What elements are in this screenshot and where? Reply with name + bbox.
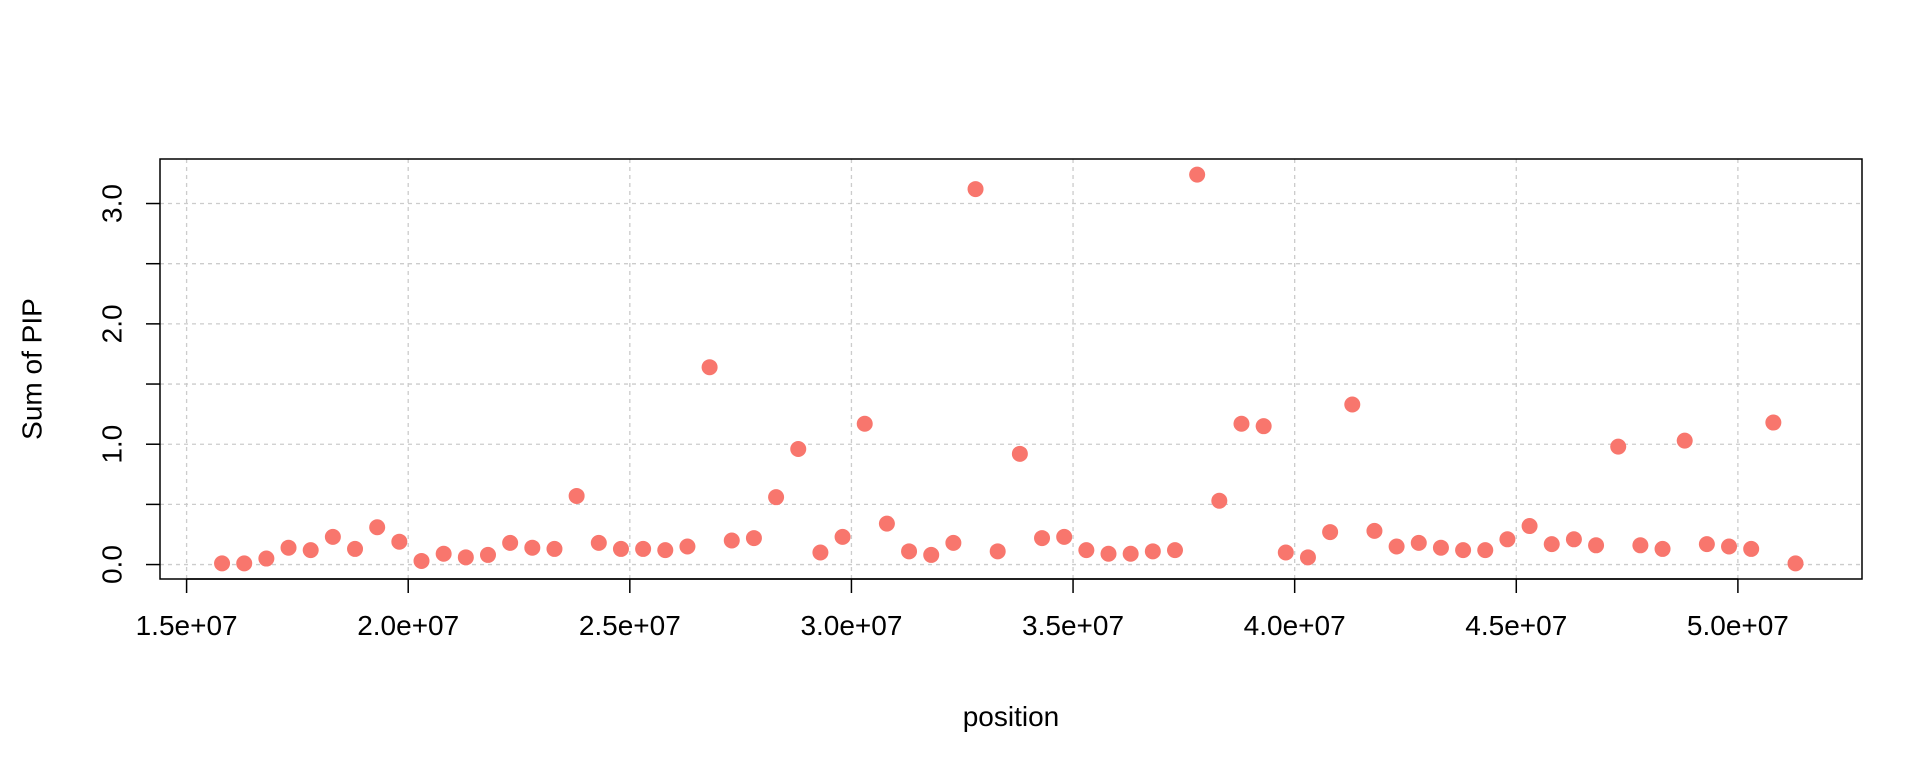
data-point	[635, 540, 652, 557]
grid-lines	[160, 159, 1862, 579]
data-point	[413, 552, 430, 569]
y-tick-label: 2.0	[96, 304, 127, 343]
data-point	[1787, 555, 1804, 572]
x-tick-label: 1.5e+07	[136, 610, 238, 641]
data-point	[701, 359, 718, 376]
data-point	[1410, 534, 1427, 551]
data-point	[1366, 522, 1383, 539]
data-point	[324, 528, 341, 545]
data-point	[1543, 536, 1560, 553]
data-point	[524, 539, 541, 556]
data-point	[1676, 432, 1693, 449]
y-tick-label: 0.0	[96, 545, 127, 584]
data-point	[834, 528, 851, 545]
data-point	[1610, 438, 1627, 455]
data-point	[280, 539, 297, 556]
data-point	[236, 555, 253, 572]
data-point	[723, 532, 740, 549]
data-point	[901, 543, 918, 560]
data-point	[612, 540, 629, 557]
data-point	[435, 545, 452, 562]
data-point	[214, 555, 231, 572]
data-point	[1233, 415, 1250, 432]
data-point	[1521, 518, 1538, 535]
data-point	[967, 181, 984, 198]
data-point	[502, 534, 519, 551]
data-point	[590, 534, 607, 551]
data-point	[812, 544, 829, 561]
data-point	[302, 542, 319, 559]
data-point	[1122, 545, 1139, 562]
data-point	[347, 540, 364, 557]
data-point	[1255, 418, 1272, 435]
data-point	[945, 534, 962, 551]
data-point	[1144, 543, 1161, 560]
x-tick-label: 3.5e+07	[1022, 610, 1124, 641]
data-point	[1344, 396, 1361, 413]
data-points	[214, 166, 1804, 572]
x-axis-title: position	[963, 701, 1060, 732]
plot-frame	[159, 158, 1863, 580]
x-tick-label: 4.5e+07	[1465, 610, 1567, 641]
x-tick-label: 4.0e+07	[1244, 610, 1346, 641]
data-point	[1721, 538, 1738, 555]
data-point	[457, 549, 474, 566]
data-point	[1056, 528, 1073, 545]
y-tick-label: 1.0	[96, 425, 127, 464]
data-point	[1078, 542, 1095, 559]
data-point	[1322, 524, 1339, 541]
data-point	[679, 538, 696, 555]
data-point	[989, 543, 1006, 560]
data-point	[1765, 414, 1782, 431]
data-point	[258, 550, 275, 567]
data-point	[1565, 531, 1582, 548]
data-point	[856, 415, 873, 432]
x-tick-label: 2.5e+07	[579, 610, 681, 641]
data-point	[1654, 540, 1671, 557]
data-point	[1189, 166, 1206, 183]
data-point	[1100, 545, 1117, 562]
x-axis: 1.5e+07 2.0e+07 2.5e+07 3.0e+07 3.5e+07 4.0e+…	[136, 578, 1789, 641]
data-point	[1277, 544, 1294, 561]
y-tick-label: 3.0	[96, 184, 127, 223]
data-point	[657, 542, 674, 559]
data-point	[1011, 445, 1028, 462]
data-point	[391, 533, 408, 550]
data-point	[1499, 531, 1516, 548]
data-point	[369, 519, 386, 536]
data-point	[768, 489, 785, 506]
data-point	[546, 540, 563, 557]
x-tick-label: 5.0e+07	[1687, 610, 1789, 641]
y-axis: 0.0 1.0 2.0 3.0	[96, 184, 160, 584]
data-point	[790, 441, 807, 458]
y-axis-title: Sum of PIP	[16, 298, 47, 440]
data-point	[878, 515, 895, 532]
data-point	[1632, 537, 1649, 554]
data-point	[479, 546, 496, 563]
data-point	[1211, 492, 1228, 509]
data-point	[1455, 542, 1472, 559]
data-point	[1388, 538, 1405, 555]
x-tick-label: 2.0e+07	[357, 610, 459, 641]
data-point	[1432, 539, 1449, 556]
data-point	[745, 530, 762, 547]
data-point	[1034, 530, 1051, 547]
data-point	[1743, 540, 1760, 557]
data-point	[568, 487, 585, 504]
data-point	[1477, 542, 1494, 559]
x-tick-label: 3.0e+07	[800, 610, 902, 641]
data-point	[1166, 542, 1183, 559]
data-point	[1299, 549, 1316, 566]
data-point	[923, 546, 940, 563]
data-point	[1588, 537, 1605, 554]
data-point	[1698, 536, 1715, 553]
